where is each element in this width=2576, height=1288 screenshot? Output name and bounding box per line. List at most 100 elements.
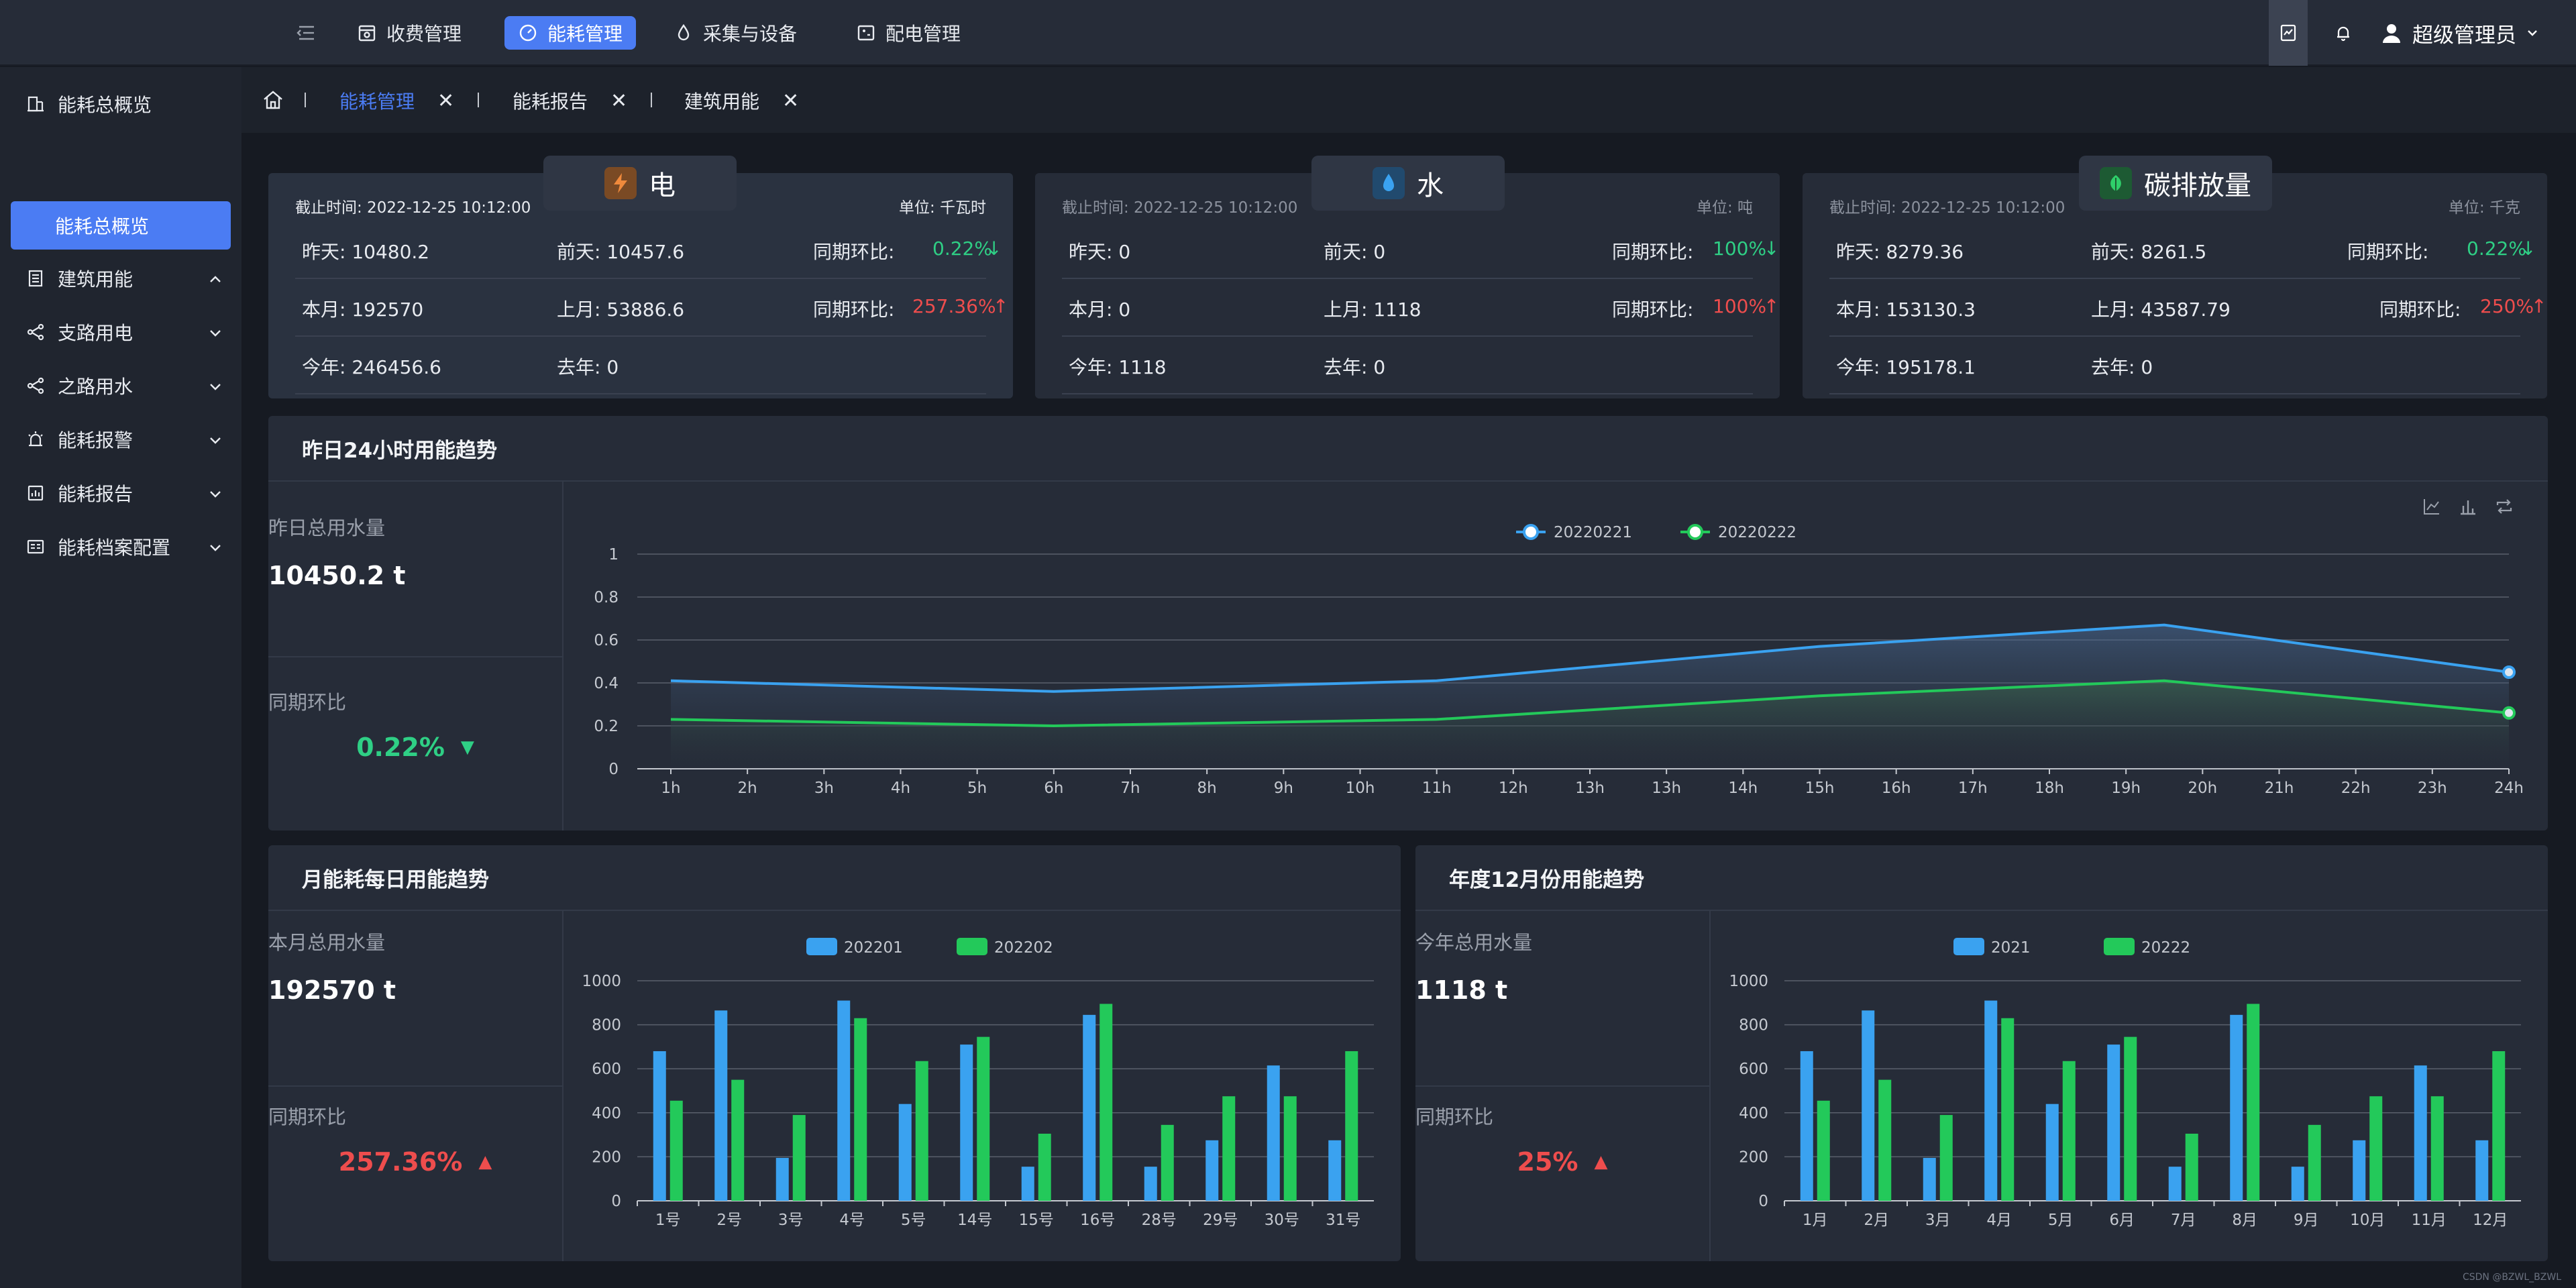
bar: [1222, 1096, 1236, 1201]
last-month-value: 上月: 43587.79: [2091, 299, 2231, 321]
tab-label: 建筑用能: [684, 91, 760, 113]
card-unit: 单位: 千瓦时: [898, 199, 986, 217]
month-value: 本月: 192570: [302, 299, 424, 321]
close-icon[interactable]: ✕: [782, 89, 800, 113]
nav-billing[interactable]: 收费管理: [343, 16, 475, 50]
line-chart-toggle-icon[interactable]: [2422, 496, 2442, 517]
refresh-icon[interactable]: [2494, 496, 2514, 517]
carbon-card: 碳排放量 截止时间: 2022-12-25 10:12:00 单位: 千克 昨天…: [1803, 156, 2547, 398]
card-row: 本月: 0 上月: 1118 同期环比: 100% ↑: [1062, 279, 1779, 337]
year-value: 今年: 246456.6: [302, 356, 441, 378]
sidebar-subitem-overview[interactable]: 能耗总概览: [11, 201, 231, 250]
water-drop-icon: [1373, 167, 1405, 199]
tab-building-energy[interactable]: 建筑用能 ✕: [684, 87, 799, 114]
y-tick-label: 200: [1739, 1148, 1768, 1166]
bar: [2308, 1124, 2321, 1201]
arrow-up-icon: ↑: [993, 295, 1009, 317]
x-tick-label: 9月: [2294, 1212, 2319, 1229]
last-month-value: 上月: 53886.6: [557, 299, 685, 321]
sidebar-item-label: 支路用电: [58, 322, 133, 344]
sidebar-item-building[interactable]: 建筑用能: [0, 255, 241, 302]
ratio-label: 同期环比:: [1612, 241, 1694, 263]
sidebar-item-branch-water[interactable]: 之路用水: [0, 362, 241, 409]
chevron-down-icon: [210, 330, 221, 337]
bar: [1862, 1010, 1875, 1201]
x-tick-label: 19h: [2111, 780, 2141, 797]
sidebar-item-branch-power[interactable]: 支路用电: [0, 309, 241, 356]
bar: [854, 1018, 867, 1201]
x-tick-label: 24h: [2494, 780, 2524, 797]
bar: [1345, 1051, 1358, 1201]
last-year-value: 去年: 0: [557, 356, 619, 378]
bar: [1800, 1051, 1813, 1201]
sidebar-item-report[interactable]: 能耗报告: [0, 470, 241, 517]
divider: [1415, 1085, 1711, 1087]
y-tick-label: 0.4: [594, 675, 619, 692]
nav-collection[interactable]: 采集与设备: [660, 16, 810, 50]
card-unit: 单位: 吨: [1696, 199, 1753, 217]
bar: [653, 1051, 666, 1201]
legend-swatch: [806, 938, 837, 955]
x-tick-label: 5号: [901, 1212, 926, 1229]
nav-energy[interactable]: 能耗管理: [504, 16, 637, 50]
y-tick-label: 1000: [1729, 973, 1768, 990]
panel-title: 月能耗每日用能趋势: [268, 845, 1401, 911]
notification-button[interactable]: [2326, 0, 2360, 66]
y-tick-label: 0: [1758, 1193, 1768, 1210]
stat-label: 同期环比: [268, 1106, 347, 1128]
bar: [1021, 1167, 1034, 1201]
series-line: [670, 679, 2510, 728]
ratio-label: 同期环比:: [2347, 241, 2429, 263]
legend-label: 2021: [1991, 939, 2031, 957]
x-tick-label: 1月: [1803, 1212, 1828, 1229]
sidebar-item-overview[interactable]: 能耗总概览: [0, 80, 241, 127]
bar: [1878, 1079, 1892, 1201]
bar: [731, 1079, 745, 1201]
gauge-icon: [519, 24, 537, 42]
x-tick-label: 5h: [967, 780, 987, 797]
electricity-card: 电 截止时间: 2022-12-25 10:12:00 单位: 千瓦时 昨天: …: [268, 156, 1013, 398]
stat-value: 257.36%: [338, 1147, 463, 1177]
arrow-down-icon: ↓: [2520, 237, 2536, 260]
x-tick-label: 30号: [1265, 1212, 1299, 1229]
card-unit: 单位: 千克: [2448, 199, 2520, 217]
x-tick-label: 7h: [1120, 780, 1140, 797]
x-tick-label: 20h: [2188, 780, 2217, 797]
x-tick-label: 28号: [1142, 1212, 1177, 1229]
monthly-trend-panel: 月能耗每日用能趋势 本月总用水量 192570 t 同期环比 257.36% ▲…: [268, 845, 1401, 1261]
branch-icon: [27, 323, 44, 341]
stat-label: 本月总用水量: [268, 931, 386, 954]
day-before-value: 前天: 8261.5: [2091, 241, 2207, 263]
card-deadline: 截止时间: 2022-12-25 10:12:00: [1829, 199, 2065, 217]
stat-change: 25% ▲: [1415, 1147, 1709, 1177]
screen-button[interactable]: [2269, 0, 2308, 66]
water-card: 水 截止时间: 2022-12-25 10:12:00 单位: 吨 昨天: 0 …: [1035, 156, 1780, 398]
close-icon[interactable]: ✕: [610, 89, 628, 113]
bar: [2001, 1018, 2015, 1201]
stat-label: 同期环比: [268, 691, 347, 714]
day-before-value: 前天: 10457.6: [557, 241, 685, 263]
home-icon[interactable]: [262, 89, 284, 111]
ratio-value: 100%: [1713, 295, 1767, 317]
sidebar-item-archive[interactable]: 能耗档案配置: [0, 523, 241, 570]
stat-value: 192570 t: [268, 975, 396, 1005]
bar: [1984, 1000, 1998, 1201]
sidebar-item-alarm[interactable]: 能耗报警: [0, 416, 241, 463]
nav-label: 采集与设备: [703, 23, 798, 45]
nav-distribution[interactable]: 配电管理: [843, 16, 974, 50]
close-icon[interactable]: ✕: [437, 89, 455, 113]
menu-fold-icon[interactable]: [294, 21, 317, 44]
user-menu[interactable]: 超级管理员: [2380, 16, 2539, 50]
bar-chart-toggle-icon[interactable]: [2458, 496, 2478, 517]
tab-separator: [478, 93, 479, 107]
x-tick-label: 4月: [1986, 1212, 2012, 1229]
tab-energy-report[interactable]: 能耗报告 ✕: [513, 87, 627, 114]
card-title: 碳排放量: [2144, 170, 2251, 201]
sidebar-item-label: 能耗档案配置: [58, 537, 171, 559]
monthly-summary: 本月总用水量 192570 t 同期环比 257.36% ▲: [268, 911, 564, 1261]
caret-up-icon: ▲: [478, 1152, 492, 1172]
bar: [1267, 1065, 1280, 1201]
year-value: 今年: 1118: [1069, 356, 1167, 378]
tab-energy-management[interactable]: 能耗管理 ✕: [339, 87, 454, 114]
